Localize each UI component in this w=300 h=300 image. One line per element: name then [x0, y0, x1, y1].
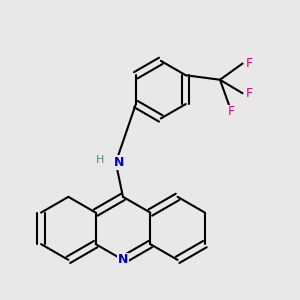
Text: F: F: [245, 87, 252, 100]
Text: N: N: [118, 254, 128, 266]
Text: H: H: [96, 155, 105, 165]
Text: F: F: [228, 105, 235, 118]
Text: N: N: [114, 156, 124, 169]
Text: F: F: [245, 57, 252, 70]
